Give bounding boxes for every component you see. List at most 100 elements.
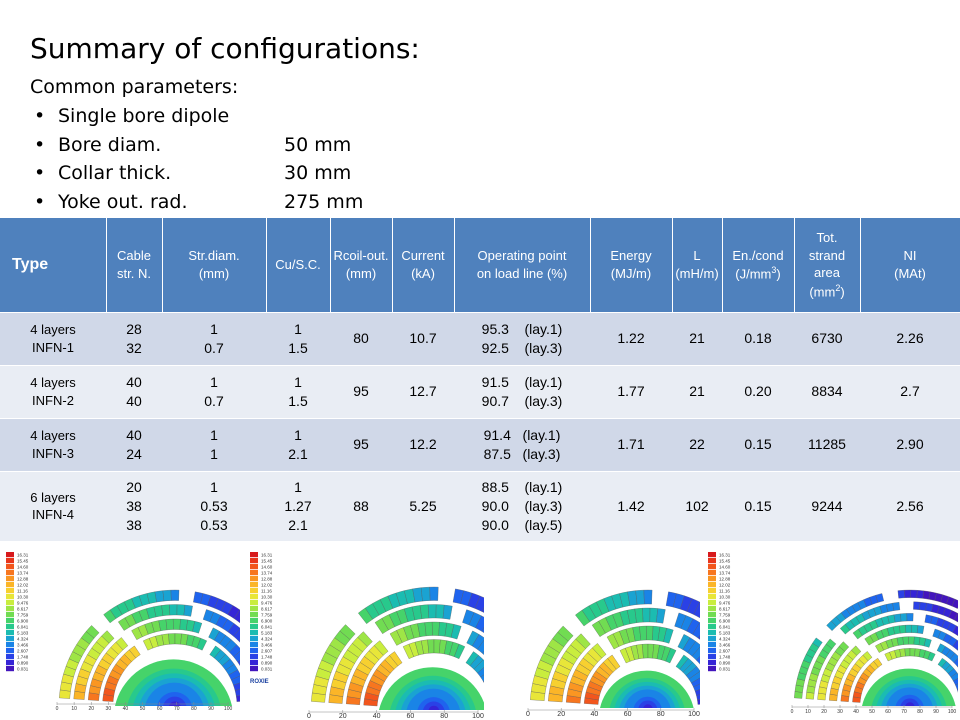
- cell-cable: 20 38 38: [106, 470, 162, 541]
- cell-current: 10.7: [392, 311, 454, 365]
- legend-value: 5.183: [719, 631, 731, 636]
- cell-energy-per-conductor: 0.20: [722, 364, 794, 418]
- header-inductance: L (mH/m): [672, 218, 723, 312]
- x-axis: 0 20 40 60 80 100: [526, 708, 700, 718]
- bullet-icon: •: [34, 162, 46, 184]
- cell-operating-point: 95.3 (lay.1) 92.5 (lay.3): [454, 311, 590, 365]
- field-region: [379, 667, 484, 710]
- legend-value: 7.759: [719, 613, 731, 618]
- axis-tick-label: 70: [174, 706, 180, 712]
- header-energy-per-conductor: En./cond (J/mm3): [722, 218, 795, 312]
- legend-value: 1.748: [719, 655, 731, 660]
- cell-ni: 2.7: [860, 364, 960, 418]
- legend-value: 5.183: [261, 631, 273, 636]
- header-strand-area: Tot. strand area (mm2): [794, 218, 861, 312]
- field-region: [115, 659, 232, 706]
- coil-blocks: [311, 586, 484, 711]
- legend-value: 10.30: [17, 595, 29, 600]
- bullet-icon: •: [34, 133, 46, 156]
- legend-swatch: [708, 576, 716, 582]
- legend-value: 10.30: [719, 595, 731, 600]
- table-row: 4 layers INFN-1 28 32 1 0.7 1 1.5 80 10.7 95…: [0, 311, 960, 365]
- cell-cable: 40 40: [106, 364, 162, 418]
- legend-swatch: [6, 594, 14, 600]
- legend-swatch: [6, 648, 14, 654]
- legend-value: 6.900: [17, 619, 29, 624]
- legend-swatch: [250, 570, 258, 576]
- axis-tick-label: 60: [407, 713, 415, 720]
- legend-value: 3.466: [719, 643, 731, 648]
- cell-operating-point: 91.5 (lay.1) 90.7 (lay.3): [454, 364, 590, 418]
- parameter-label: Single bore dipole: [58, 105, 230, 127]
- cell-inductance: 21: [672, 364, 722, 418]
- axis-tick-label: 0: [791, 709, 794, 715]
- common-parameters-label: Common parameters:: [30, 76, 239, 98]
- legend-swatch: [250, 594, 258, 600]
- table-row: 6 layers INFN-4 20 38 38 1 0.53 0.53 1 1.27 2.1…: [0, 470, 960, 541]
- legend-value: 13.74: [261, 571, 273, 576]
- axis-tick-label: 20: [339, 713, 347, 720]
- field-map-plots: 16.31 15.45 14.60 13.74 12.88 12.02 11.16 10.30…: [0, 548, 960, 720]
- legend-swatch: [250, 666, 258, 672]
- axis-tick-label: 0: [56, 706, 59, 712]
- header-cu-sc: Cu/S.C.: [266, 218, 331, 312]
- legend-value: 0.031: [261, 667, 273, 672]
- legend-value: 12.02: [17, 583, 29, 588]
- legend-swatch: [708, 660, 716, 666]
- legend-value: 12.88: [261, 577, 273, 582]
- cell-energy-per-conductor: 0.15: [722, 470, 794, 541]
- legend-value: 4.324: [719, 637, 731, 642]
- x-axis: 0 10 20 30 40 50 60 70 80 90 100: [56, 702, 232, 712]
- legend-value: 4.324: [261, 637, 273, 642]
- cell-rcoil: 88: [330, 470, 392, 541]
- legend-swatch: [6, 666, 14, 672]
- legend-value: 13.74: [17, 571, 29, 576]
- page-title: Summary of configurations:: [30, 32, 420, 65]
- cell-cu-sc: 1 1.27 2.1: [266, 470, 330, 541]
- parameter-label: Bore diam.: [58, 133, 162, 156]
- header-strand-diameter: Str.diam. (mm): [162, 218, 267, 312]
- legend-value: 3.466: [261, 643, 273, 648]
- legend-swatch: [250, 600, 258, 606]
- cell-inductance: 21: [672, 311, 722, 365]
- axis-tick-label: 40: [373, 713, 381, 720]
- legend-swatch: [250, 618, 258, 624]
- legend-value: 0.890: [261, 661, 273, 666]
- cell-cu-sc: 1 1.5: [266, 311, 330, 365]
- cell-type: 6 layers INFN-4: [0, 470, 106, 541]
- cell-type: 4 layers INFN-2: [0, 364, 106, 418]
- cell-ni: 2.26: [860, 311, 960, 365]
- parameter-value: 275 mm: [284, 190, 364, 213]
- legend-value: 6.041: [261, 625, 273, 630]
- legend-swatch: [250, 624, 258, 630]
- legend-value: 12.88: [719, 577, 731, 582]
- legend-value: 14.60: [17, 565, 29, 570]
- cell-cable: 40 24: [106, 417, 162, 471]
- cell-strand-diameter: 1 0.7: [162, 364, 266, 418]
- legend-swatch: [6, 570, 14, 576]
- header-operating-point: Operating point on load line (%): [454, 218, 591, 312]
- color-scale-legend: 16.3115.4514.6013.7412.8812.0211.1610.30…: [6, 552, 29, 672]
- header-current: Current (kA): [392, 218, 455, 312]
- axis-tick-label: 60: [885, 709, 891, 715]
- legend-swatch: [250, 552, 258, 558]
- header-ni: NI (MAt): [860, 218, 960, 312]
- axis-tick-label: 10: [71, 706, 77, 712]
- legend-swatch: [708, 600, 716, 606]
- legend-value: 11.16: [261, 589, 272, 594]
- legend-swatch: [250, 576, 258, 582]
- field-map-infn-4: 16.3115.4514.6013.7412.8812.0211.1610.30…: [708, 552, 958, 715]
- parameter-list: • Single bore dipole • Bore diam. 50 mm • Co…: [34, 102, 363, 216]
- legend-swatch: [708, 570, 716, 576]
- axis-tick-label: 40: [123, 706, 129, 712]
- legend-value: 2.607: [17, 649, 29, 654]
- legend-swatch: [6, 660, 14, 666]
- legend-value: 1.748: [17, 655, 29, 660]
- x-axis: 0 10 20 30 40 50 60 70 80 90 100: [791, 705, 956, 715]
- legend-value: 6.041: [17, 625, 29, 630]
- header-cable: Cable str. N.: [106, 218, 163, 312]
- coil-blocks: [794, 589, 958, 707]
- legend-swatch: [708, 624, 716, 630]
- legend-swatch: [250, 564, 258, 570]
- legend-value: 2.607: [719, 649, 731, 654]
